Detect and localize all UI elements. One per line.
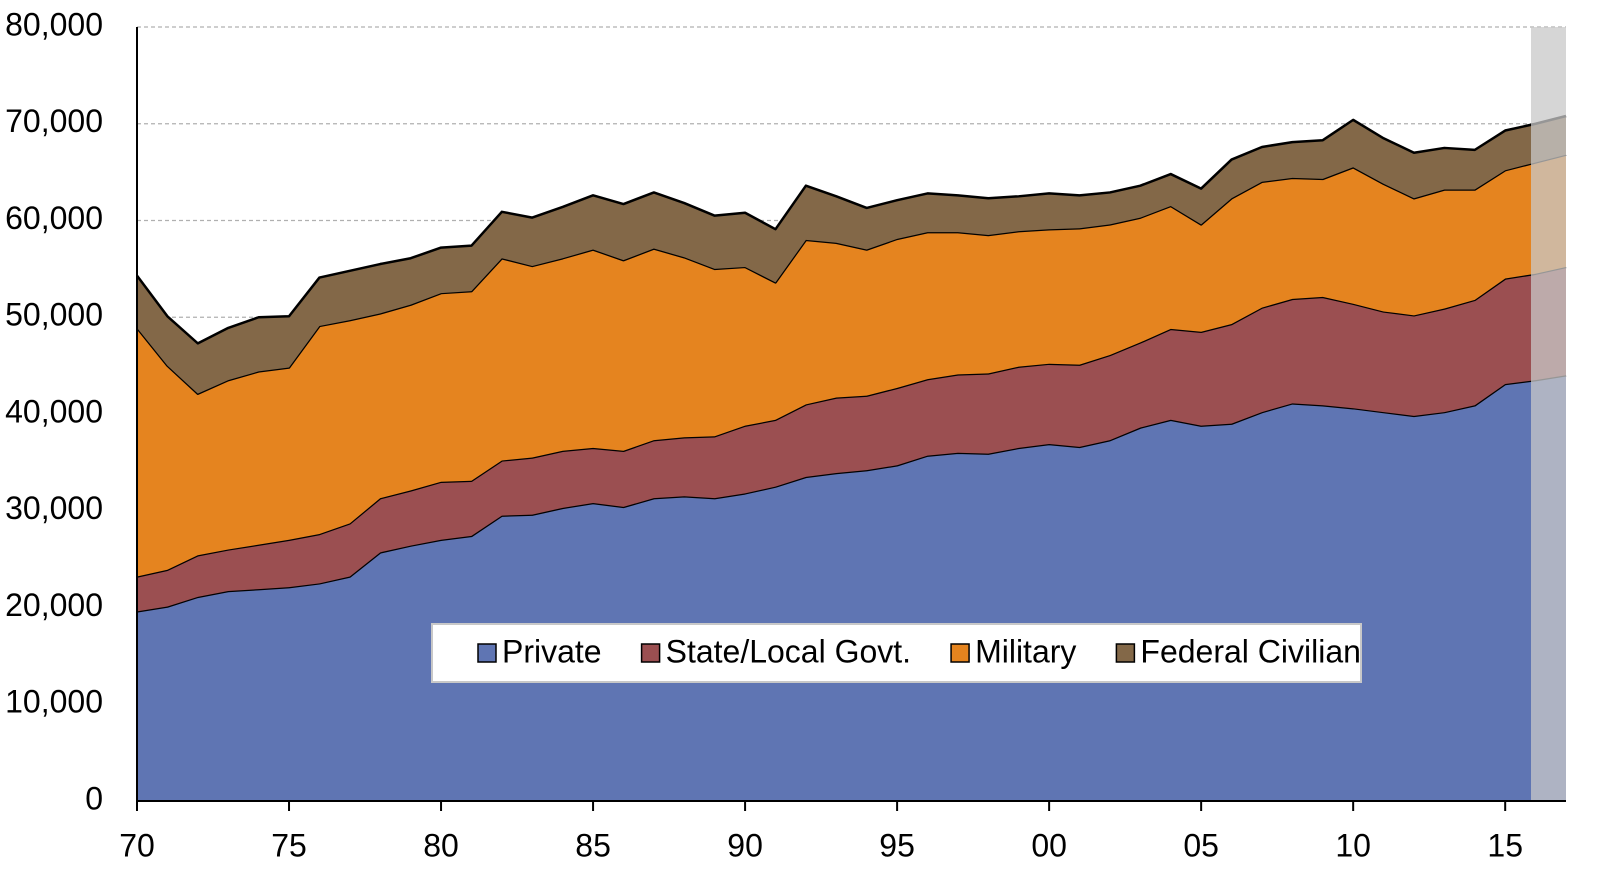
x-tick-label: 75 xyxy=(271,827,307,863)
area xyxy=(137,116,1566,394)
x-tick-label: 05 xyxy=(1183,827,1219,863)
area xyxy=(137,266,1566,612)
x-tick-label: 95 xyxy=(879,827,915,863)
y-tick-label: 40,000 xyxy=(5,393,103,429)
y-tick-label: 0 xyxy=(85,780,103,816)
legend: Private State/Local Govt. Military Federal … xyxy=(431,623,1362,683)
x-tick-label: 70 xyxy=(119,827,155,863)
x-tick-label: 80 xyxy=(423,827,459,863)
legend-swatch xyxy=(477,643,497,663)
y-tick-label: 20,000 xyxy=(5,587,103,623)
x-tick-label: 10 xyxy=(1335,827,1371,863)
x-tick-label: 15 xyxy=(1487,827,1523,863)
y-tick-label: 70,000 xyxy=(5,103,103,139)
x-tick-label: 90 xyxy=(727,827,763,863)
y-tick-label: 50,000 xyxy=(5,297,103,333)
area xyxy=(137,154,1566,577)
plot-area xyxy=(135,114,1567,801)
projection-shade xyxy=(1531,27,1566,801)
x-tick-label: 00 xyxy=(1031,827,1067,863)
y-tick-label: 60,000 xyxy=(5,200,103,236)
legend-box xyxy=(431,623,1362,683)
legend-label: Private xyxy=(502,633,602,669)
y-tick-label: 80,000 xyxy=(5,6,103,42)
x-tick-label: 85 xyxy=(575,827,611,863)
legend-swatch xyxy=(1115,643,1136,663)
legend-label: State/Local Govt. xyxy=(666,633,911,669)
area xyxy=(137,375,1566,801)
y-tick-label: 30,000 xyxy=(5,490,103,526)
legend-swatch xyxy=(640,643,661,663)
legend-swatch xyxy=(950,643,970,663)
area-edge xyxy=(135,114,1567,345)
y-tick-label: 10,000 xyxy=(5,684,103,720)
axes: 0 10,000 20,000 30,000 40,000 50,000 60,000 70,… xyxy=(5,6,1566,863)
legend-label: Federal Civilian xyxy=(1140,633,1361,669)
legend-label: Military xyxy=(975,633,1076,669)
